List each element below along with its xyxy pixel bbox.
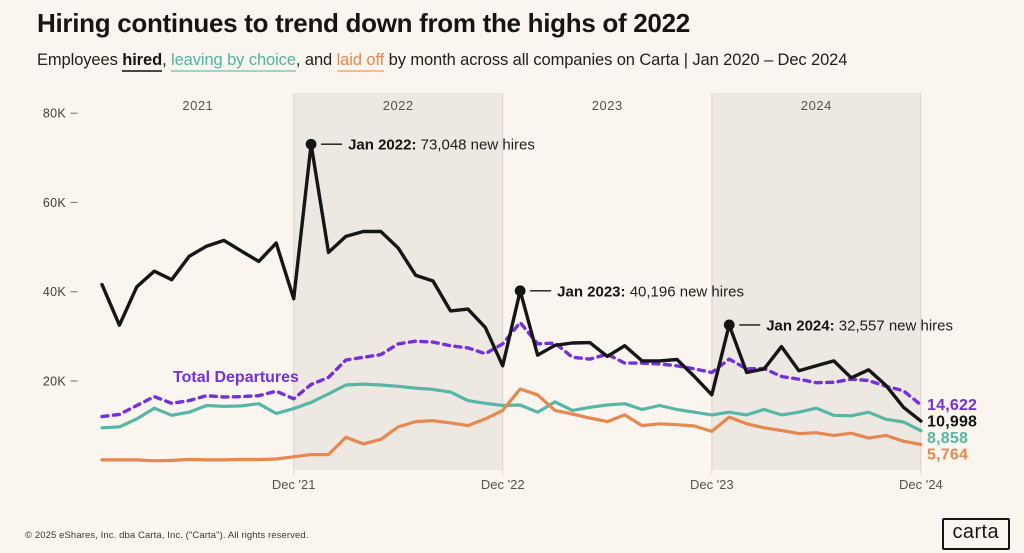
end-value-total_departures: 14,622 <box>927 397 977 414</box>
x-tick-label-1: Dec '21 <box>272 477 316 492</box>
subtitle-laid-off-label: laid off <box>336 51 384 72</box>
series-line-total_departures <box>100 320 923 419</box>
end-value-leaving_by_choice: 8,858 <box>927 430 968 447</box>
subtitle-sep-1: , <box>162 51 172 69</box>
series-line-hired <box>100 142 923 423</box>
carta-logo: carta <box>941 518 1010 550</box>
subtitle-prefix: Employees <box>37 51 123 69</box>
subtitle-leaving-by-choice-label: leaving by choice <box>171 51 296 72</box>
year-label-2024: 2024 <box>801 98 832 113</box>
annotation-text-1: Jan 2022: 73,048 new hires <box>348 137 535 154</box>
total-departures-label: Total Departures <box>173 369 299 386</box>
year-label-2023: 2023 <box>592 98 623 113</box>
chart-subtitle: Employees hired, leaving by choice, and … <box>37 51 848 72</box>
end-value-hired: 10,998 <box>927 413 977 430</box>
year-band-2022 <box>293 93 503 470</box>
subtitle-suffix: by month across all companies on Carta |… <box>384 51 848 69</box>
copyright-text: © 2025 eShares, Inc. dba Carta, Inc. ("C… <box>25 530 309 541</box>
y-tick-label-80K: 80K <box>43 107 67 121</box>
x-tick-label-4: Dec '24 <box>899 477 943 492</box>
annotation-text-3: Jan 2024: 32,557 new hires <box>766 317 953 334</box>
year-label-2021: 2021 <box>182 98 213 113</box>
annotation-dot-2 <box>514 285 526 297</box>
series-line-leaving_by_choice <box>100 382 923 433</box>
y-tick-label-20K: 20K <box>43 374 67 388</box>
annotation-text-2: Jan 2023: 40,196 new hires <box>557 283 744 300</box>
subtitle-hired-label: hired <box>122 51 162 72</box>
year-label-2022: 2022 <box>383 98 414 113</box>
x-tick-label-2: Dec '22 <box>481 477 525 492</box>
series-line-laid_off <box>100 387 923 463</box>
annotation-dot-1 <box>305 138 317 150</box>
end-value-laid_off: 5,764 <box>927 446 968 463</box>
subtitle-sep-2: , and <box>295 51 337 69</box>
x-tick-label-3: Dec '23 <box>690 477 734 492</box>
y-tick-label-60K: 60K <box>43 196 67 210</box>
annotation-dot-3 <box>723 319 735 331</box>
y-tick-label-40K: 40K <box>43 285 67 299</box>
page-title: Hiring continues to trend down from the … <box>37 8 690 38</box>
